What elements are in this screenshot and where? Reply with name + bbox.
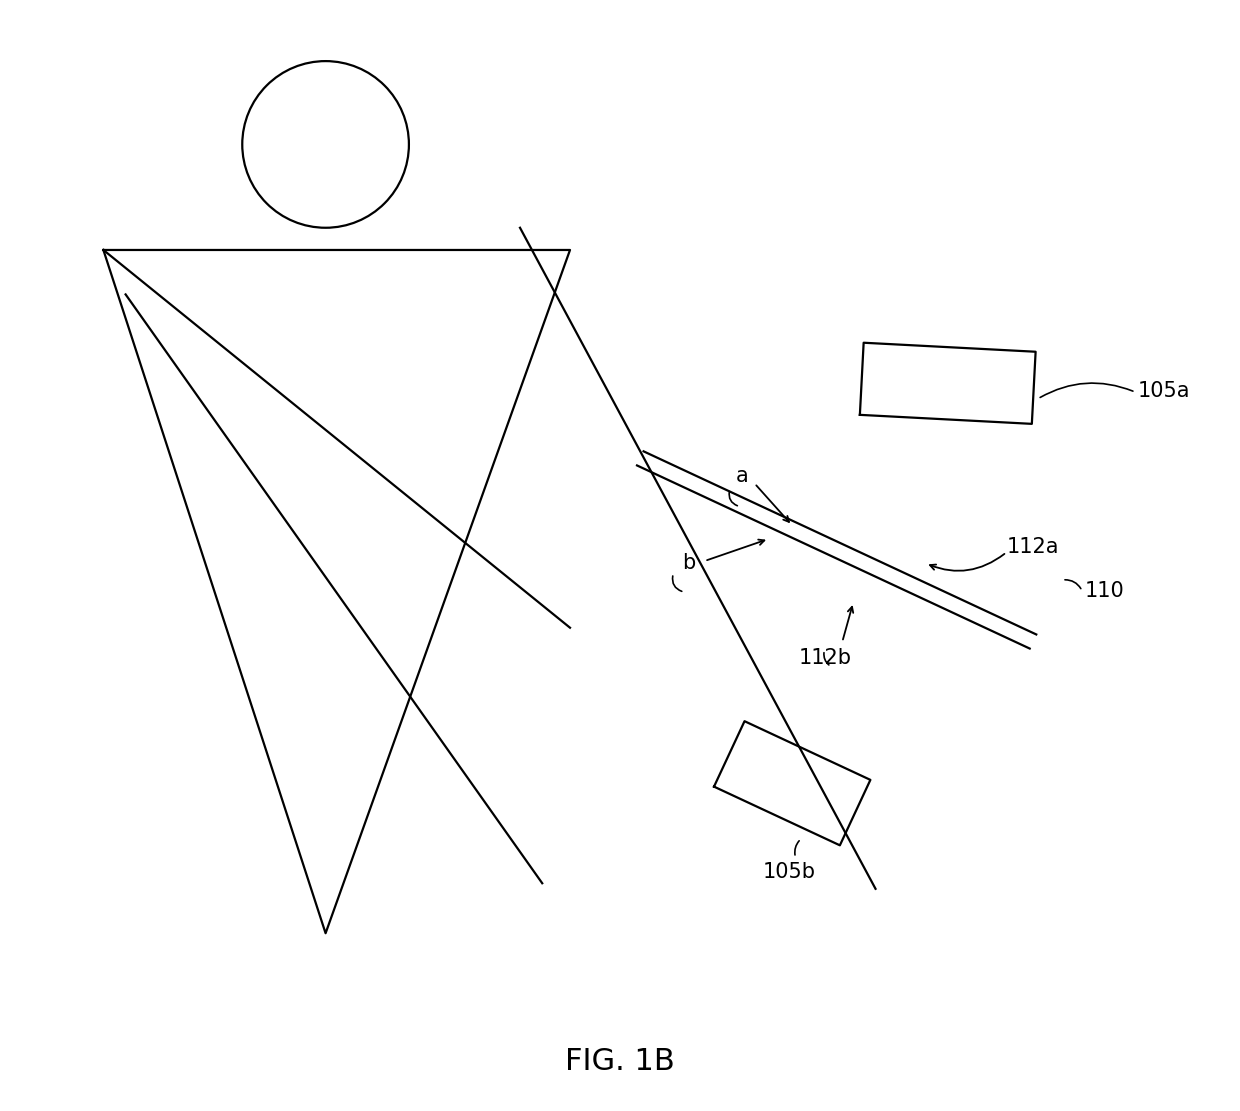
Text: 110: 110 — [1085, 581, 1125, 601]
Text: 105a: 105a — [1138, 381, 1190, 401]
Text: 112a: 112a — [1007, 537, 1059, 557]
Text: 112b: 112b — [799, 648, 852, 668]
Text: 105b: 105b — [763, 862, 816, 882]
Text: b: b — [682, 553, 696, 573]
Text: FIG. 1B: FIG. 1B — [565, 1047, 675, 1075]
Text: a: a — [735, 466, 748, 486]
